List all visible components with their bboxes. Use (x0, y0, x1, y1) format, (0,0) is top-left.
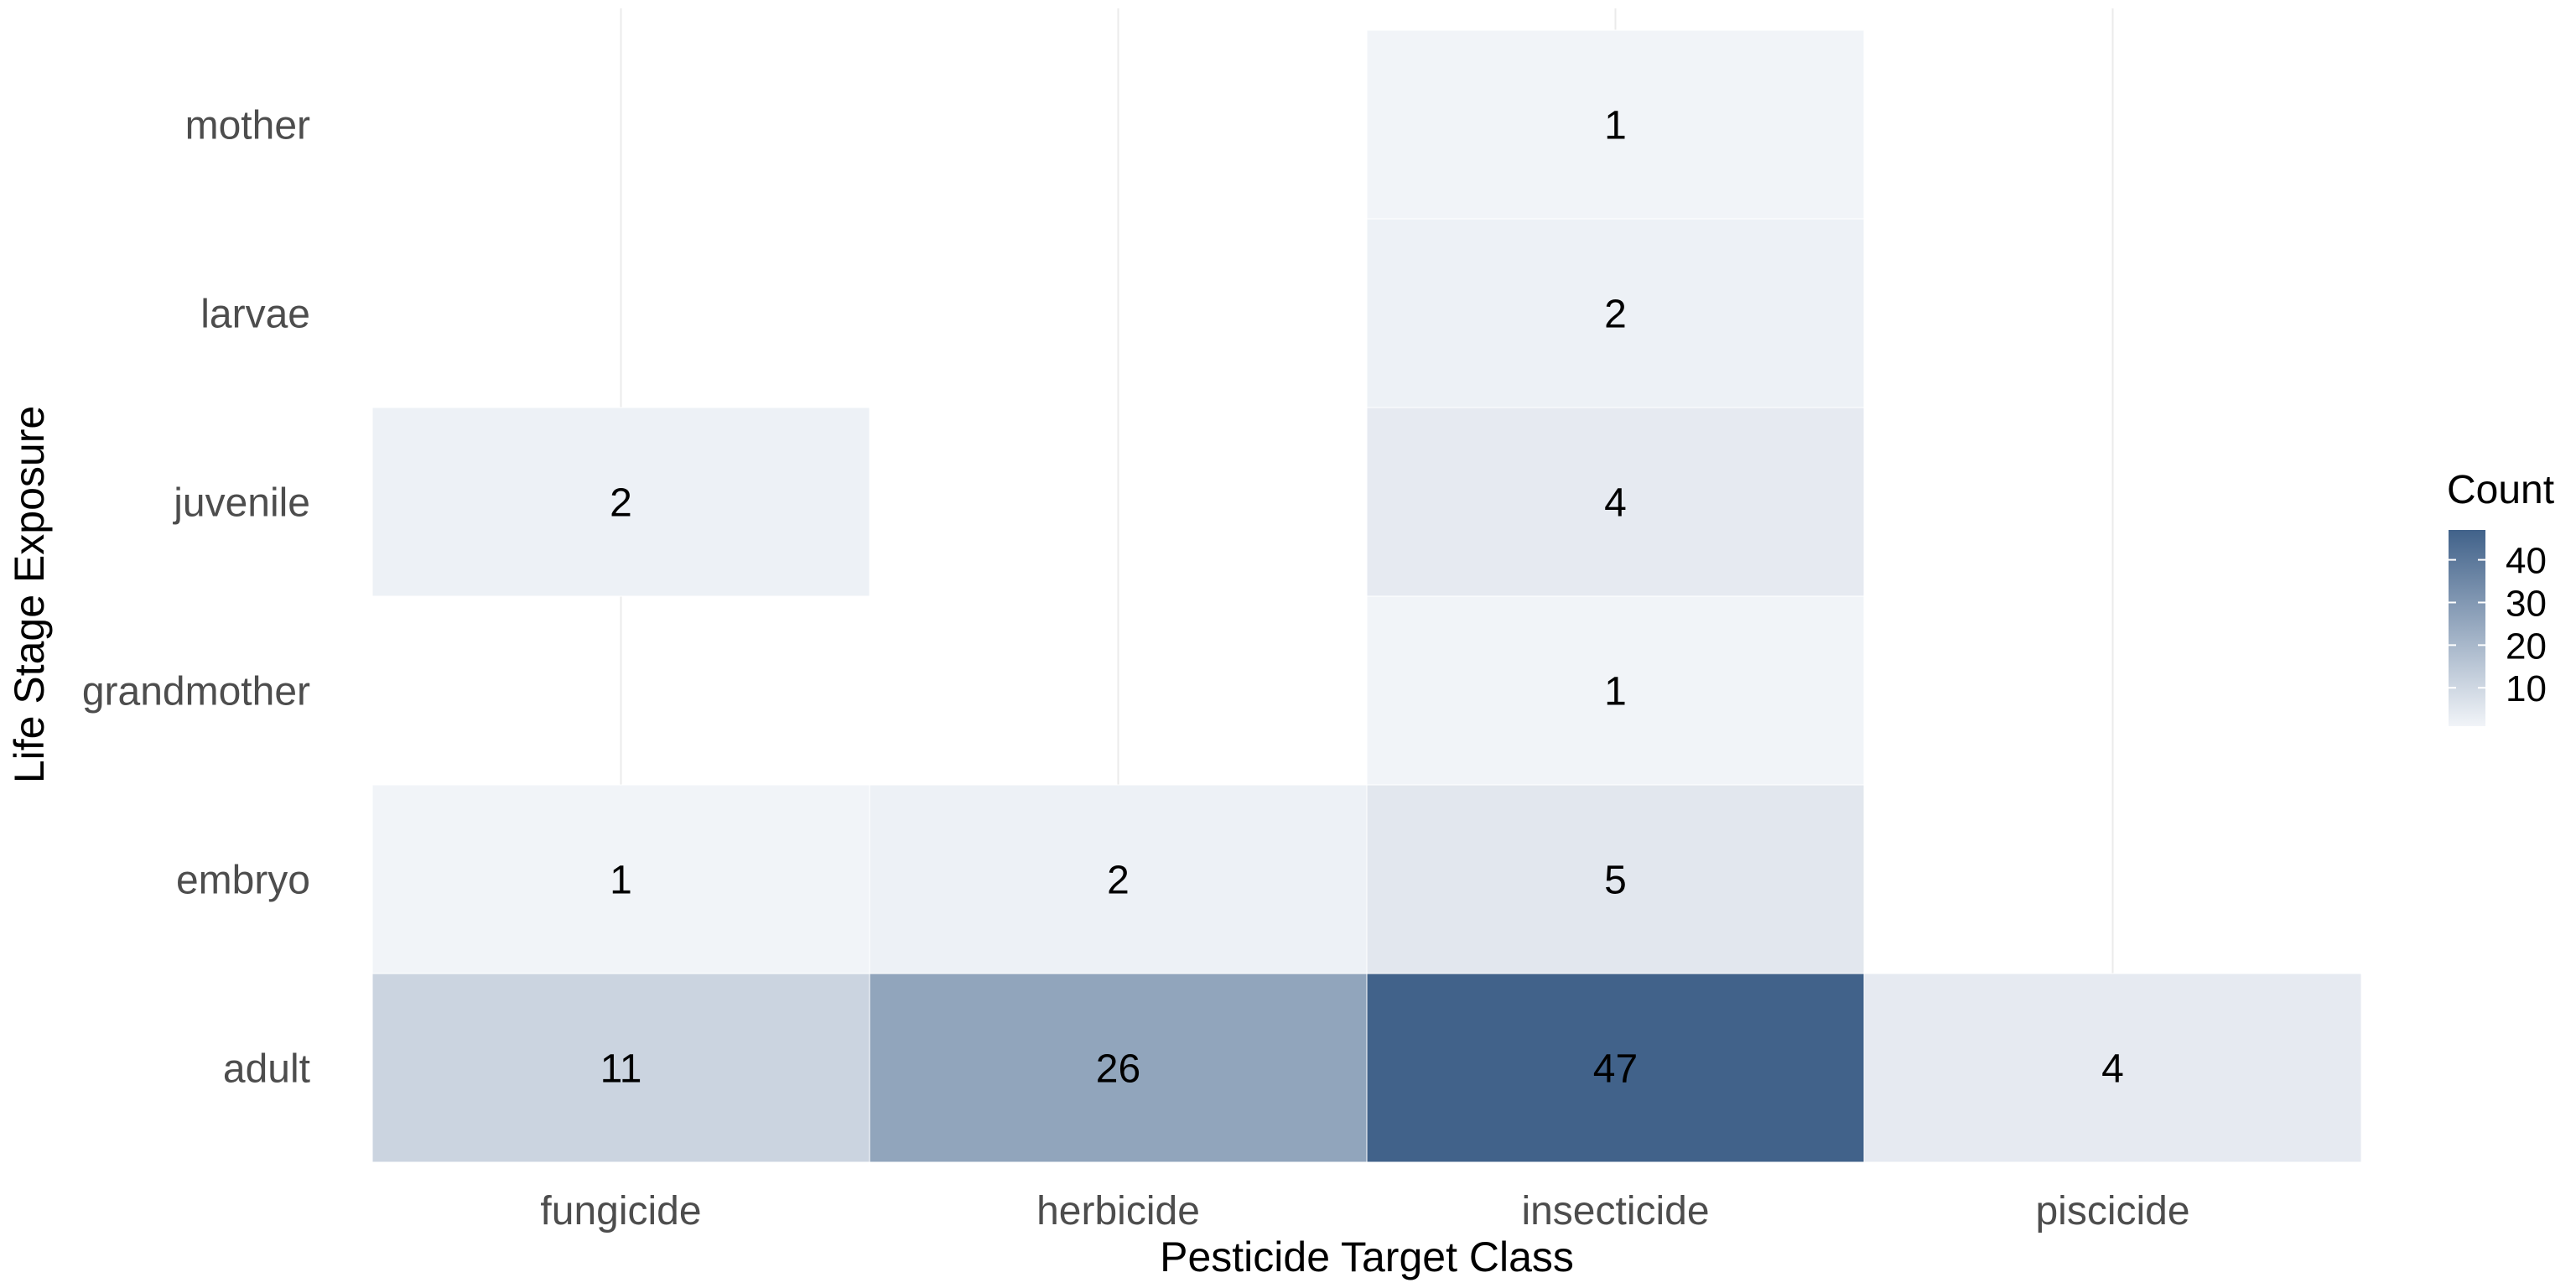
y-tick-label: juvenile (172, 481, 310, 526)
cell-value-label: 2 (610, 481, 632, 526)
legend-tick-label: 40 (2506, 541, 2547, 582)
heatmap-cell (1366, 784, 1865, 974)
x-tick-label: piscicide (2035, 1189, 2189, 1233)
heatmap-cell (1863, 973, 2362, 1163)
legend-colorbar (2449, 530, 2485, 726)
heatmap-cells (371, 29, 2362, 1163)
heatmap-cell (869, 973, 1368, 1163)
cell-value-label: 11 (600, 1047, 642, 1092)
cell-value-label: 26 (1096, 1047, 1140, 1092)
heatmap-cell (1366, 973, 1865, 1163)
cell-value-label: 1 (1604, 104, 1627, 148)
y-tick-label: adult (223, 1047, 310, 1092)
x-tick-label: herbicide (1036, 1189, 1200, 1233)
heatmap-cell (869, 784, 1368, 974)
cell-value-label: 1 (610, 859, 632, 903)
legend-tick-label: 20 (2506, 626, 2547, 667)
y-tick-label: embryo (176, 859, 310, 903)
x-axis-title: Pesticide Target Class (1160, 1233, 1574, 1280)
x-tick-label: insecticide (1521, 1189, 1709, 1233)
heatmap-cell (371, 784, 870, 974)
heatmap-cell (371, 407, 870, 597)
cell-value-label: 4 (1604, 481, 1627, 526)
x-axis-tick-labels: fungicide herbicide insecticide piscicide (540, 1189, 2189, 1233)
y-tick-label: grandmother (82, 670, 310, 714)
heatmap-cell (1366, 29, 1865, 220)
heatmap-cell (1366, 595, 1865, 786)
y-tick-label: mother (185, 104, 310, 148)
cell-value-label: 4 (2101, 1047, 2124, 1092)
y-axis-title: Life Stage Exposure (6, 406, 53, 783)
heatmap-cell (371, 973, 870, 1163)
legend-tick-label: 10 (2506, 668, 2547, 709)
cell-value-label: 5 (1604, 859, 1627, 903)
legend-title: Count (2447, 468, 2554, 512)
y-axis-tick-labels: adult embryo grandmother juvenile larvae moth… (82, 104, 310, 1092)
heatmap-cell (1366, 218, 1865, 408)
legend-tick-label: 30 (2506, 583, 2547, 624)
cell-value-label: 2 (1604, 293, 1627, 337)
cell-value-label: 2 (1107, 859, 1130, 903)
cell-value-labels: 11 26 47 4 1 2 5 1 2 4 2 1 (600, 104, 2124, 1092)
y-tick-label: larvae (200, 293, 310, 337)
x-tick-label: fungicide (540, 1189, 701, 1233)
cell-value-label: 47 (1593, 1047, 1638, 1092)
cell-value-label: 1 (1604, 670, 1627, 714)
